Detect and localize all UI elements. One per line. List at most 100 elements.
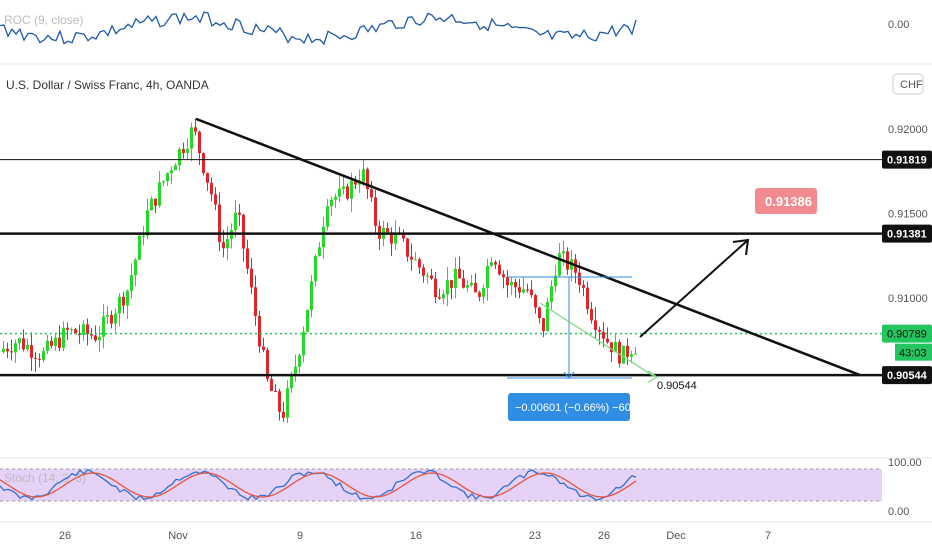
candle-body [150, 198, 153, 211]
candle-body [554, 275, 557, 287]
candle-body [214, 194, 217, 205]
candle-body [134, 259, 137, 276]
candle-body [118, 296, 121, 314]
forecast-arrow[interactable] [639, 238, 750, 338]
time-tick-7: 7 [765, 530, 771, 542]
roc-line [0, 11, 637, 46]
level-badge-0 [882, 150, 932, 169]
candle-body [210, 182, 213, 195]
candle-body [2, 348, 5, 353]
descending-trendline[interactable] [195, 117, 861, 377]
candle-body [186, 148, 189, 154]
candle-body [478, 292, 481, 297]
candle-body [74, 329, 77, 334]
candle-body [158, 182, 161, 206]
candle-body [318, 247, 321, 257]
candle-body [306, 309, 309, 332]
candle-body [546, 301, 549, 332]
stoch-panel: Stoch (14, 3, 3) 100.00 0.00 [0, 457, 922, 518]
time-tick-2: 9 [297, 530, 303, 542]
candle-body [170, 170, 173, 174]
candle-body [102, 316, 105, 337]
candle-body [634, 353, 637, 355]
candle-body [178, 149, 181, 166]
price-tick-0: 0.92000 [888, 124, 928, 136]
candle-body [322, 226, 325, 248]
candle-body [310, 281, 313, 310]
candle-body [566, 251, 569, 270]
support-resistance-lines [0, 159, 882, 377]
candle-body [202, 153, 205, 174]
time-tick-6: Dec [666, 530, 686, 542]
candle-body [530, 289, 533, 296]
candle-body [354, 180, 357, 185]
candle-body [482, 288, 485, 297]
candle-body [90, 334, 93, 336]
candle-body [502, 274, 505, 278]
candle-body [10, 351, 13, 353]
target-label[interactable]: 0.91386 [755, 188, 817, 214]
candle-body [390, 232, 393, 244]
candle-body [226, 239, 229, 249]
candle-body [438, 297, 441, 299]
candle-body [6, 348, 9, 352]
countdown-label: 43:03 [899, 348, 927, 360]
level-badge-2 [882, 366, 932, 385]
candle-body [86, 324, 89, 335]
candle-body [434, 278, 437, 298]
candle-body [282, 411, 285, 418]
candle-body [278, 391, 281, 412]
candle-body [598, 330, 601, 332]
candle-body [138, 235, 141, 260]
currency-badge[interactable]: CHF [892, 73, 924, 95]
candle-body [486, 265, 489, 289]
chart-title: U.S. Dollar / Swiss Franc, 4h, OANDA [6, 78, 209, 92]
stoch-d-line [0, 472, 637, 498]
candle-body [506, 277, 509, 286]
candle-body [526, 289, 529, 291]
candle-body [342, 186, 345, 189]
time-axis: 26 Nov 9 16 23 26 Dec 7 [59, 530, 771, 542]
candle-body [42, 351, 45, 360]
candle-body [414, 259, 417, 261]
candle-body [246, 248, 249, 269]
candle-body [46, 340, 49, 352]
measure-tool[interactable]: 0.90544 −0.00601 (−0.66%) −60.1 [507, 276, 697, 421]
candle-body [630, 354, 633, 357]
roc-panel: ROC (9, close) 0.00 [0, 11, 909, 46]
candle-body [374, 197, 377, 226]
candle-body [298, 355, 301, 367]
candle-body [66, 327, 69, 330]
target-label-text: 0.91386 [765, 194, 812, 209]
candle-body [286, 388, 289, 418]
candle-body [238, 212, 241, 215]
candle-body [302, 331, 305, 356]
candle-body [94, 335, 97, 341]
candle-body [338, 188, 341, 197]
candle-body [626, 345, 629, 357]
candle-body [166, 173, 169, 182]
candle-body [270, 378, 273, 391]
candle-body [418, 259, 421, 268]
candle-body [234, 212, 237, 231]
candle-body [30, 345, 33, 358]
candle-body [126, 290, 129, 306]
candle-body [622, 345, 625, 364]
currency-badge-text: CHF [900, 79, 923, 91]
candle-body [50, 340, 53, 346]
candle-body [446, 280, 449, 295]
candle-body [402, 234, 405, 239]
candle-body [38, 358, 41, 360]
candle-body [582, 284, 585, 288]
time-tick-4: 23 [529, 530, 541, 542]
roc-tick: 0.00 [888, 19, 909, 31]
candle-body [26, 345, 29, 350]
candle-body [162, 181, 165, 183]
candle-body [350, 180, 353, 199]
candle-body [618, 341, 621, 364]
candle-body [326, 206, 329, 227]
candle-body [190, 127, 193, 149]
countdown-badge [895, 343, 932, 361]
candle-body [218, 204, 221, 243]
price-axis: 0.92000 0.91500 0.91000 [888, 124, 928, 305]
